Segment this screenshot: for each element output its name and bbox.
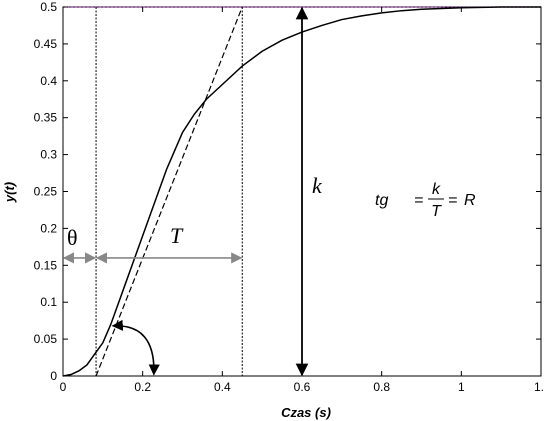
response-curve <box>62 6 541 377</box>
angle-arc <box>111 319 160 376</box>
formula-numerator: k <box>432 181 441 198</box>
formula-equals-1: = <box>414 192 423 209</box>
x-axis-label: Czas (s) <box>281 405 331 420</box>
formula-denominator: T <box>431 203 442 220</box>
y-tick-label: 0.35 <box>34 111 58 125</box>
formula: tg = k T = R <box>375 181 476 220</box>
x-tick-label: 1 <box>458 380 465 394</box>
y-tick-label: 0.45 <box>34 37 58 51</box>
x-tick-label: 0.2 <box>134 380 151 394</box>
tangent-line <box>95 6 243 377</box>
formula-equals-2: = <box>448 192 457 209</box>
formula-tg: tg <box>375 192 388 209</box>
y-tick-label: 0 <box>50 369 57 383</box>
x-tick-label: 0.4 <box>214 380 231 394</box>
y-axis-label: y(t) <box>2 182 17 203</box>
y-tick-label: 0.25 <box>34 185 58 199</box>
time-constant-label: T <box>170 223 184 248</box>
x-tick-label: 1. <box>534 380 544 394</box>
y-tick-label: 0.2 <box>40 221 57 235</box>
gain-label: k <box>312 173 323 198</box>
y-tick-label: 0.05 <box>34 332 58 346</box>
y-tick-label: 0.5 <box>40 0 57 14</box>
y-tick-label: 0.15 <box>34 258 58 272</box>
x-tick-label: 0.8 <box>373 380 390 394</box>
x-tick-label: 0 <box>60 380 67 394</box>
y-tick-label: 0.3 <box>40 148 57 162</box>
theta-label: θ <box>67 225 78 250</box>
axis-ticks: 0 0.2 0.4 0.6 0.8 1 1. 0 0.05 0.1 0.15 0.2 0.25 0.3 0.… <box>34 0 544 394</box>
formula-R: R <box>464 192 476 209</box>
y-tick-label: 0.1 <box>40 295 57 309</box>
x-tick-label: 0.6 <box>294 380 311 394</box>
y-tick-label: 0.4 <box>40 74 57 88</box>
